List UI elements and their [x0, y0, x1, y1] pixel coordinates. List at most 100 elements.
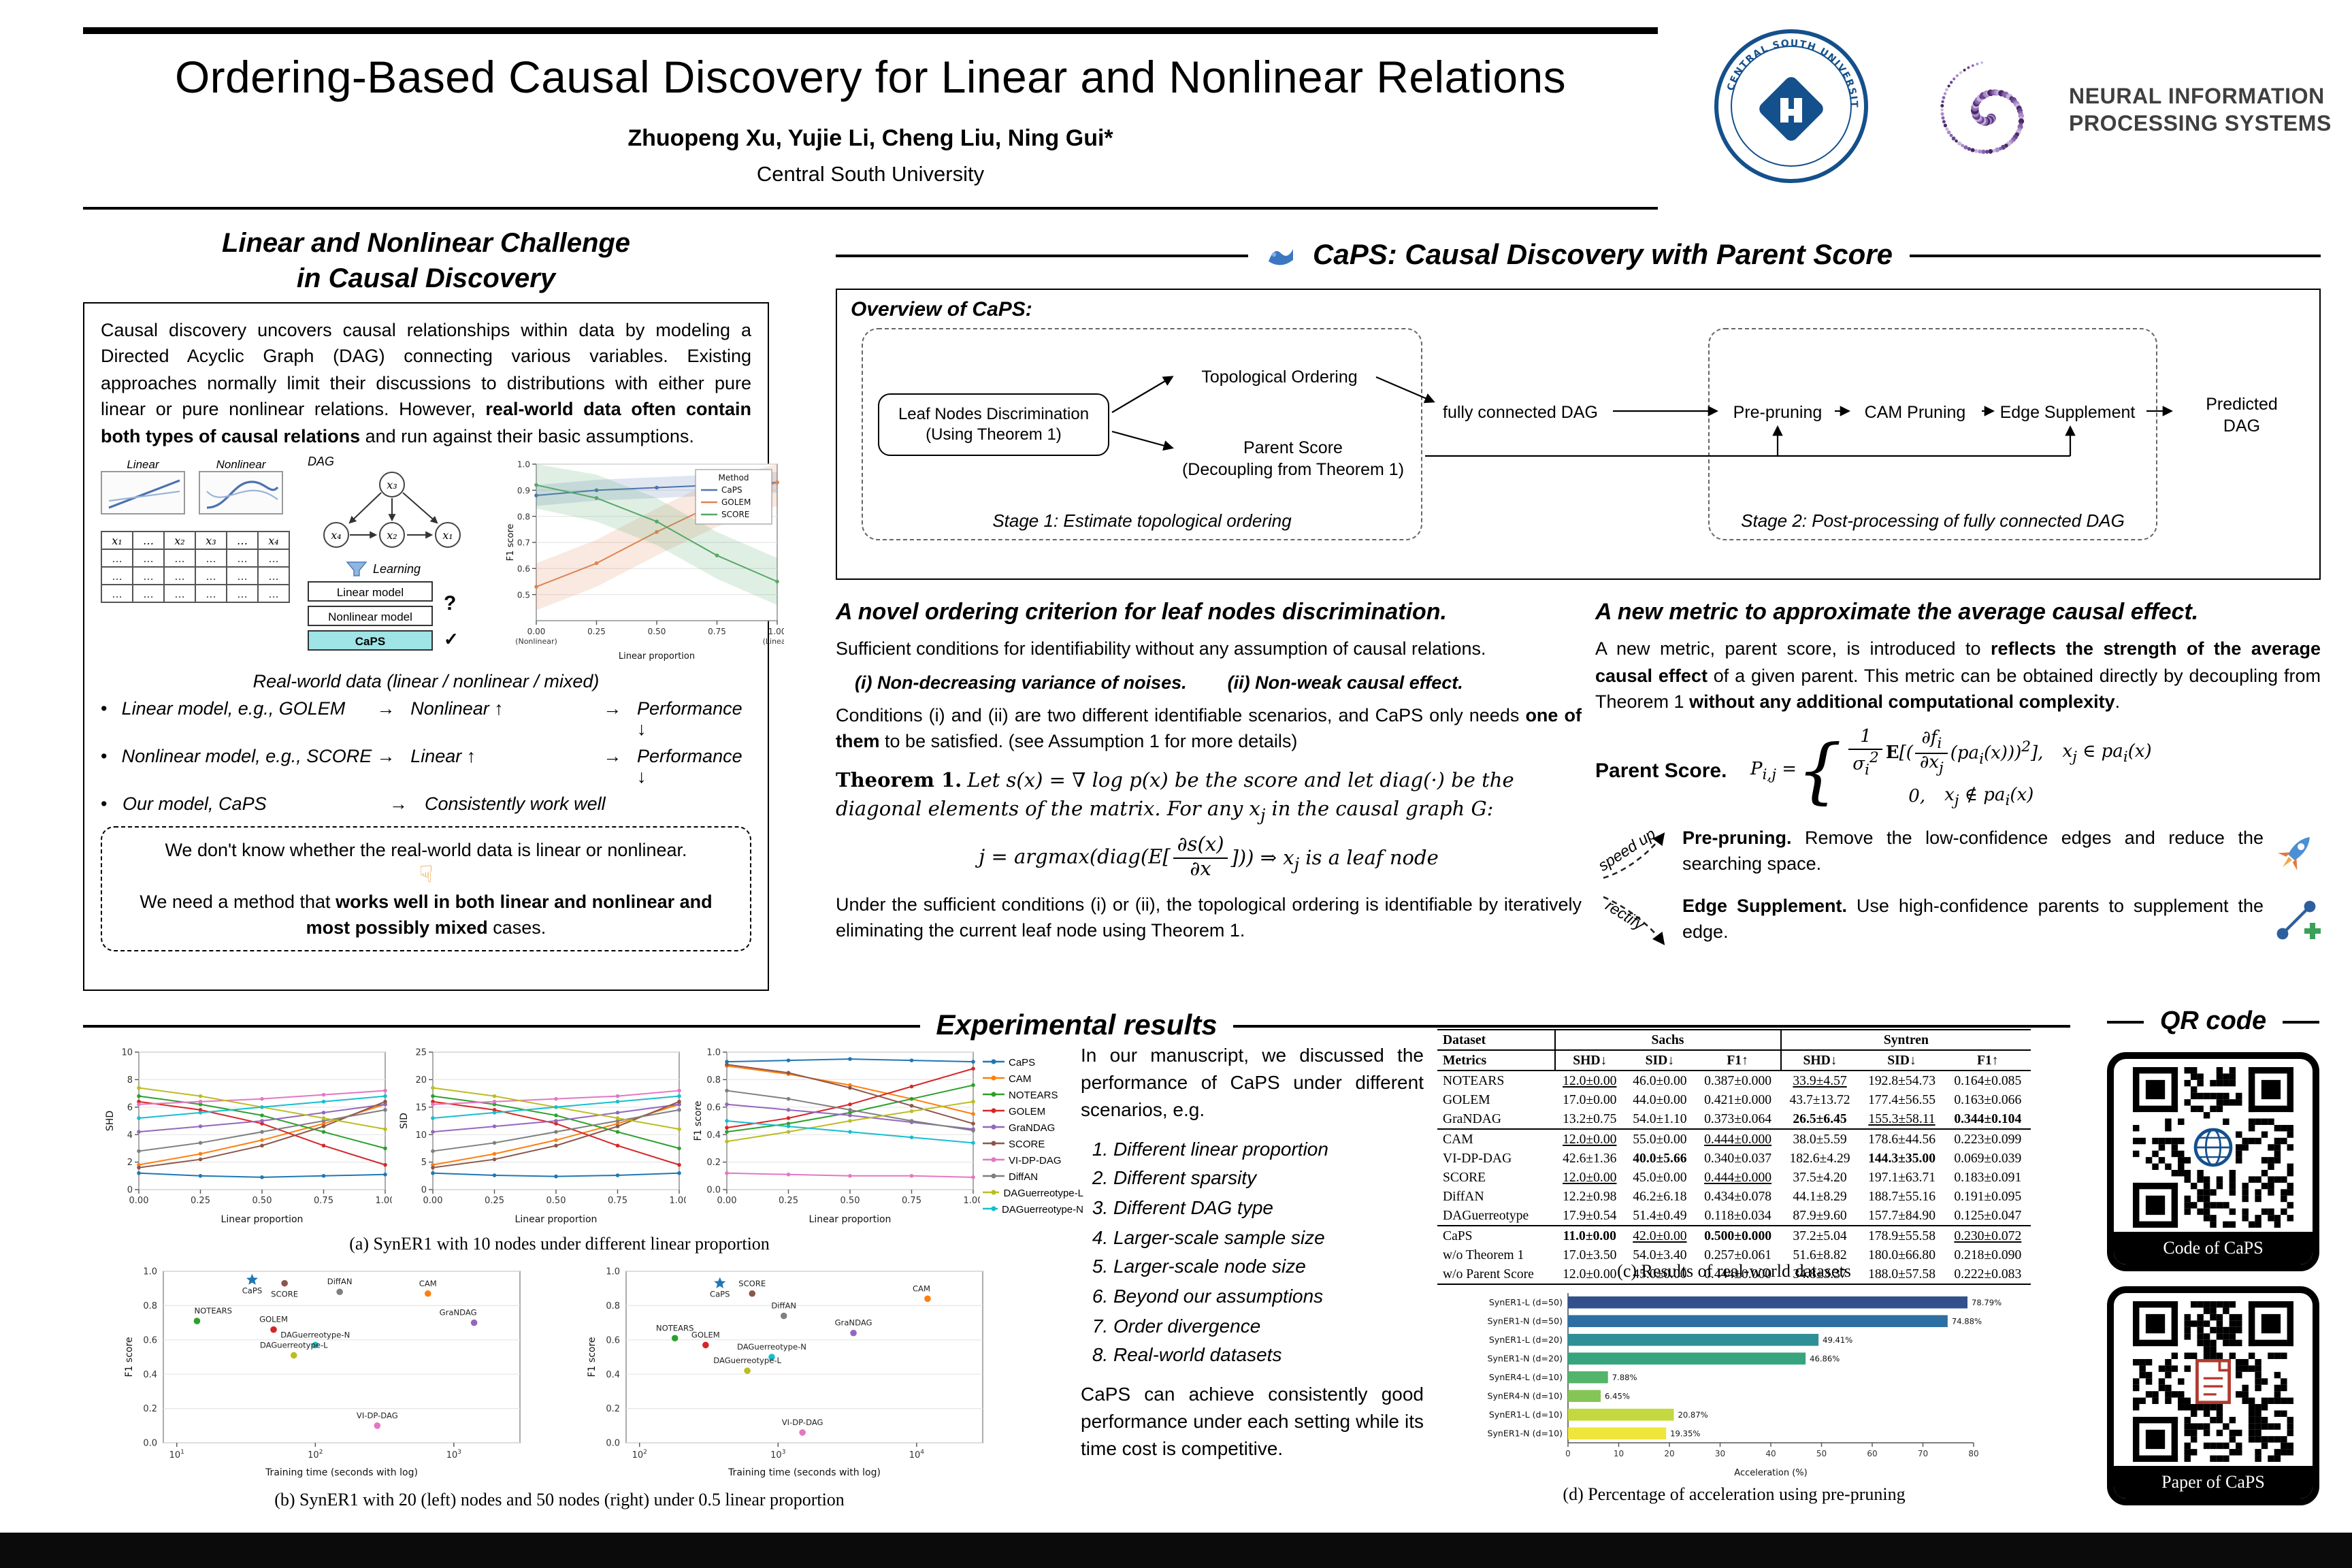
svg-text:Linear proportion: Linear proportion [515, 1214, 598, 1225]
stage1-box: Stage 1: Estimate topological ordering [862, 328, 1422, 540]
linear-curve-icon [101, 471, 185, 515]
table-row: w/o Parent Score 12.0±0.00 45.0±0.00 0.444±… [1443, 1267, 2022, 1281]
divider [83, 1025, 920, 1028]
svg-text:20: 20 [415, 1075, 427, 1085]
svg-text:DAGuerreotype-L: DAGuerreotype-L [713, 1356, 781, 1365]
svg-text:0.4: 0.4 [706, 1130, 721, 1141]
svg-text:0.6: 0.6 [143, 1335, 157, 1345]
svg-text:1.0: 1.0 [706, 1048, 721, 1058]
legend-item: GOLEM [983, 1102, 1083, 1119]
table-row: w/o Theorem 1 17.0±3.50 54.0±3.40 0.257±0.0… [1443, 1247, 2022, 1262]
legend-item: DAGuerreotype-L [983, 1184, 1083, 1200]
pre-pruning-label: Pre-pruning [1733, 403, 1823, 422]
scenario-item: Real-world datasets [1113, 1341, 1424, 1371]
point-NOTEARS [193, 1318, 201, 1324]
caps-section-title: CaPS: Causal Discovery with Parent Score [1313, 240, 1893, 271]
svg-text:CAM: CAM [419, 1279, 437, 1288]
svg-text:0.75: 0.75 [608, 1196, 627, 1206]
check-mark: ✓ [444, 629, 459, 650]
metric-heading: A new metric to approximate the average … [1595, 599, 2199, 625]
svg-text:49.41%: 49.41% [1823, 1335, 1852, 1345]
stage2-box: Stage 2: Post-processing of fully connec… [1708, 328, 2157, 540]
svg-text:GOLEM: GOLEM [259, 1315, 288, 1324]
svg-text:1.00: 1.00 [964, 1196, 980, 1206]
svg-text:8: 8 [127, 1075, 133, 1085]
challenge-box: Causal discovery uncovers causal relatio… [83, 302, 791, 991]
svg-text:7.88%: 7.88% [1612, 1373, 1637, 1382]
theorem-label: Theorem 1. [836, 768, 962, 792]
table-row: VI-DP-DAG 42.6±1.36 40.0±5.66 0.340±0.037 18… [1443, 1151, 2022, 1166]
neurips-swirl-icon [1940, 61, 2025, 154]
condition-ii: (ii) Non-weak causal effect. [1227, 672, 1463, 693]
topological-ordering-label: Topological Ordering [1201, 368, 1358, 387]
svg-text:0.8: 0.8 [706, 1075, 721, 1085]
svg-text:10: 10 [1614, 1449, 1624, 1458]
caption-b: (b) SynER1 with 20 (left) nodes and 50 n… [274, 1489, 845, 1509]
svg-text:6.45%: 6.45% [1605, 1392, 1630, 1401]
svg-text:1.0: 1.0 [606, 1267, 620, 1277]
svg-text:Method: Method [718, 473, 749, 483]
svg-text:VI-DP-DAG: VI-DP-DAG [357, 1411, 398, 1420]
overview-box: Overview of CaPS: Stage 1: Estimate topo… [836, 289, 2321, 580]
point-VI-DP-DAG [374, 1422, 381, 1429]
qr-code-image [2133, 1067, 2293, 1228]
svg-text:19.35%: 19.35% [1670, 1429, 1700, 1439]
caps-section-heading: CaPS: Causal Discovery with Parent Score [836, 240, 2321, 272]
scenario-item: Different linear proportion [1113, 1134, 1424, 1164]
svg-text:80: 80 [1968, 1449, 1978, 1458]
svg-text:0.00: 0.00 [129, 1196, 149, 1206]
theorem-1: Theorem 1. Let s(x) = ∇ log p(x) be the s… [836, 766, 1582, 881]
challenge-title-line2: in Causal Discovery [296, 264, 556, 294]
point-VI-DP-DAG [799, 1429, 806, 1436]
svg-text:5: 5 [421, 1158, 427, 1168]
chart-mini-f1: 0.5 0.6 0.7 0.8 0.9 1.0 0.00(Nonlinear) 0.25 0.5… [506, 460, 791, 662]
bar-SynER1-N (d=50) [1568, 1315, 1948, 1328]
legend-item: CaPS [983, 1054, 1083, 1070]
point-DAGuerreotype-L [744, 1367, 751, 1374]
svg-text:1.00: 1.00 [768, 627, 784, 636]
nonlinear-curve-icon [199, 471, 283, 515]
svg-text:0.5: 0.5 [517, 591, 530, 600]
metric-p1: A new metric, parent score, is introduce… [1595, 638, 2321, 713]
dag-node-x2: x₂ [387, 529, 397, 542]
svg-text:0.50: 0.50 [840, 1196, 860, 1206]
svg-text:GraNDAG: GraNDAG [440, 1308, 477, 1318]
rocket-icon [2278, 836, 2310, 870]
svg-text:CaPS: CaPS [710, 1290, 730, 1299]
affiliation: Central South University [756, 163, 985, 186]
note-line2: We need a method that works well in both… [140, 892, 713, 938]
svg-text:SCORE: SCORE [271, 1290, 298, 1299]
svg-text:0.0: 0.0 [143, 1439, 157, 1449]
svg-text:0.00: 0.00 [527, 627, 546, 636]
discussion-intro: In our manuscript, we discussed the perf… [1081, 1044, 1424, 1120]
svg-text:0.25: 0.25 [485, 1196, 504, 1206]
svg-text:101: 101 [169, 1449, 184, 1460]
svg-text:0.25: 0.25 [191, 1196, 210, 1206]
neurips-logo: NEURAL INFORMATION PROCESSING SYSTEMS [1925, 46, 2332, 177]
caption-d: (d) Percentage of acceleration using pre… [1563, 1484, 1906, 1504]
bar-SynER4-L (d=10) [1568, 1371, 1608, 1384]
challenge-bullet: • Nonlinear model, e.g., SCORE → Linear ↑ → P… [101, 746, 742, 787]
svg-text:Linear proportion: Linear proportion [619, 651, 695, 662]
data-table: x₁… x₂ x₃… x₄……………………………………………… [101, 531, 290, 604]
svg-text:0: 0 [1565, 1449, 1571, 1458]
edge-supplement-row: rectify Edge Supplement. Use high-confid… [1595, 889, 2321, 951]
chart-panel-shd: 0 2 4 6 8 10 0.00 0.25 0.50 0.75 1.00 Linear propor… [105, 1048, 395, 1225]
svg-text:0.8: 0.8 [606, 1301, 620, 1311]
dag-node-x1: x₁ [442, 529, 453, 542]
svg-text:SynER1-N (d=20): SynER1-N (d=20) [1487, 1354, 1563, 1364]
chart-scatter-20: 0.0 0.2 0.4 0.6 0.8 1.0 101 102 103 Training time… [124, 1267, 521, 1478]
svg-text:0.75: 0.75 [902, 1196, 921, 1206]
top-rule [83, 27, 1658, 34]
svg-text:SynER1-N (d=10): SynER1-N (d=10) [1487, 1428, 1563, 1439]
point-GraNDAG [850, 1329, 857, 1337]
chart-panel-f1: 0.0 0.2 0.4 0.6 0.8 1.0 0.00 0.25 0.50 0.75 1.00 Li… [693, 1048, 983, 1225]
svg-text:78.79%: 78.79% [1972, 1298, 2002, 1307]
edge-supplement-text: Edge Supplement. Use high-confidence par… [1682, 896, 2264, 942]
bar-SynER1-N (d=10) [1568, 1427, 1667, 1440]
legend-item: DAGuerreotype-N [983, 1200, 1083, 1217]
svg-text:(Linear): (Linear) [763, 637, 784, 646]
point-DAGuerreotype-N [768, 1354, 775, 1360]
divider [836, 255, 1247, 257]
